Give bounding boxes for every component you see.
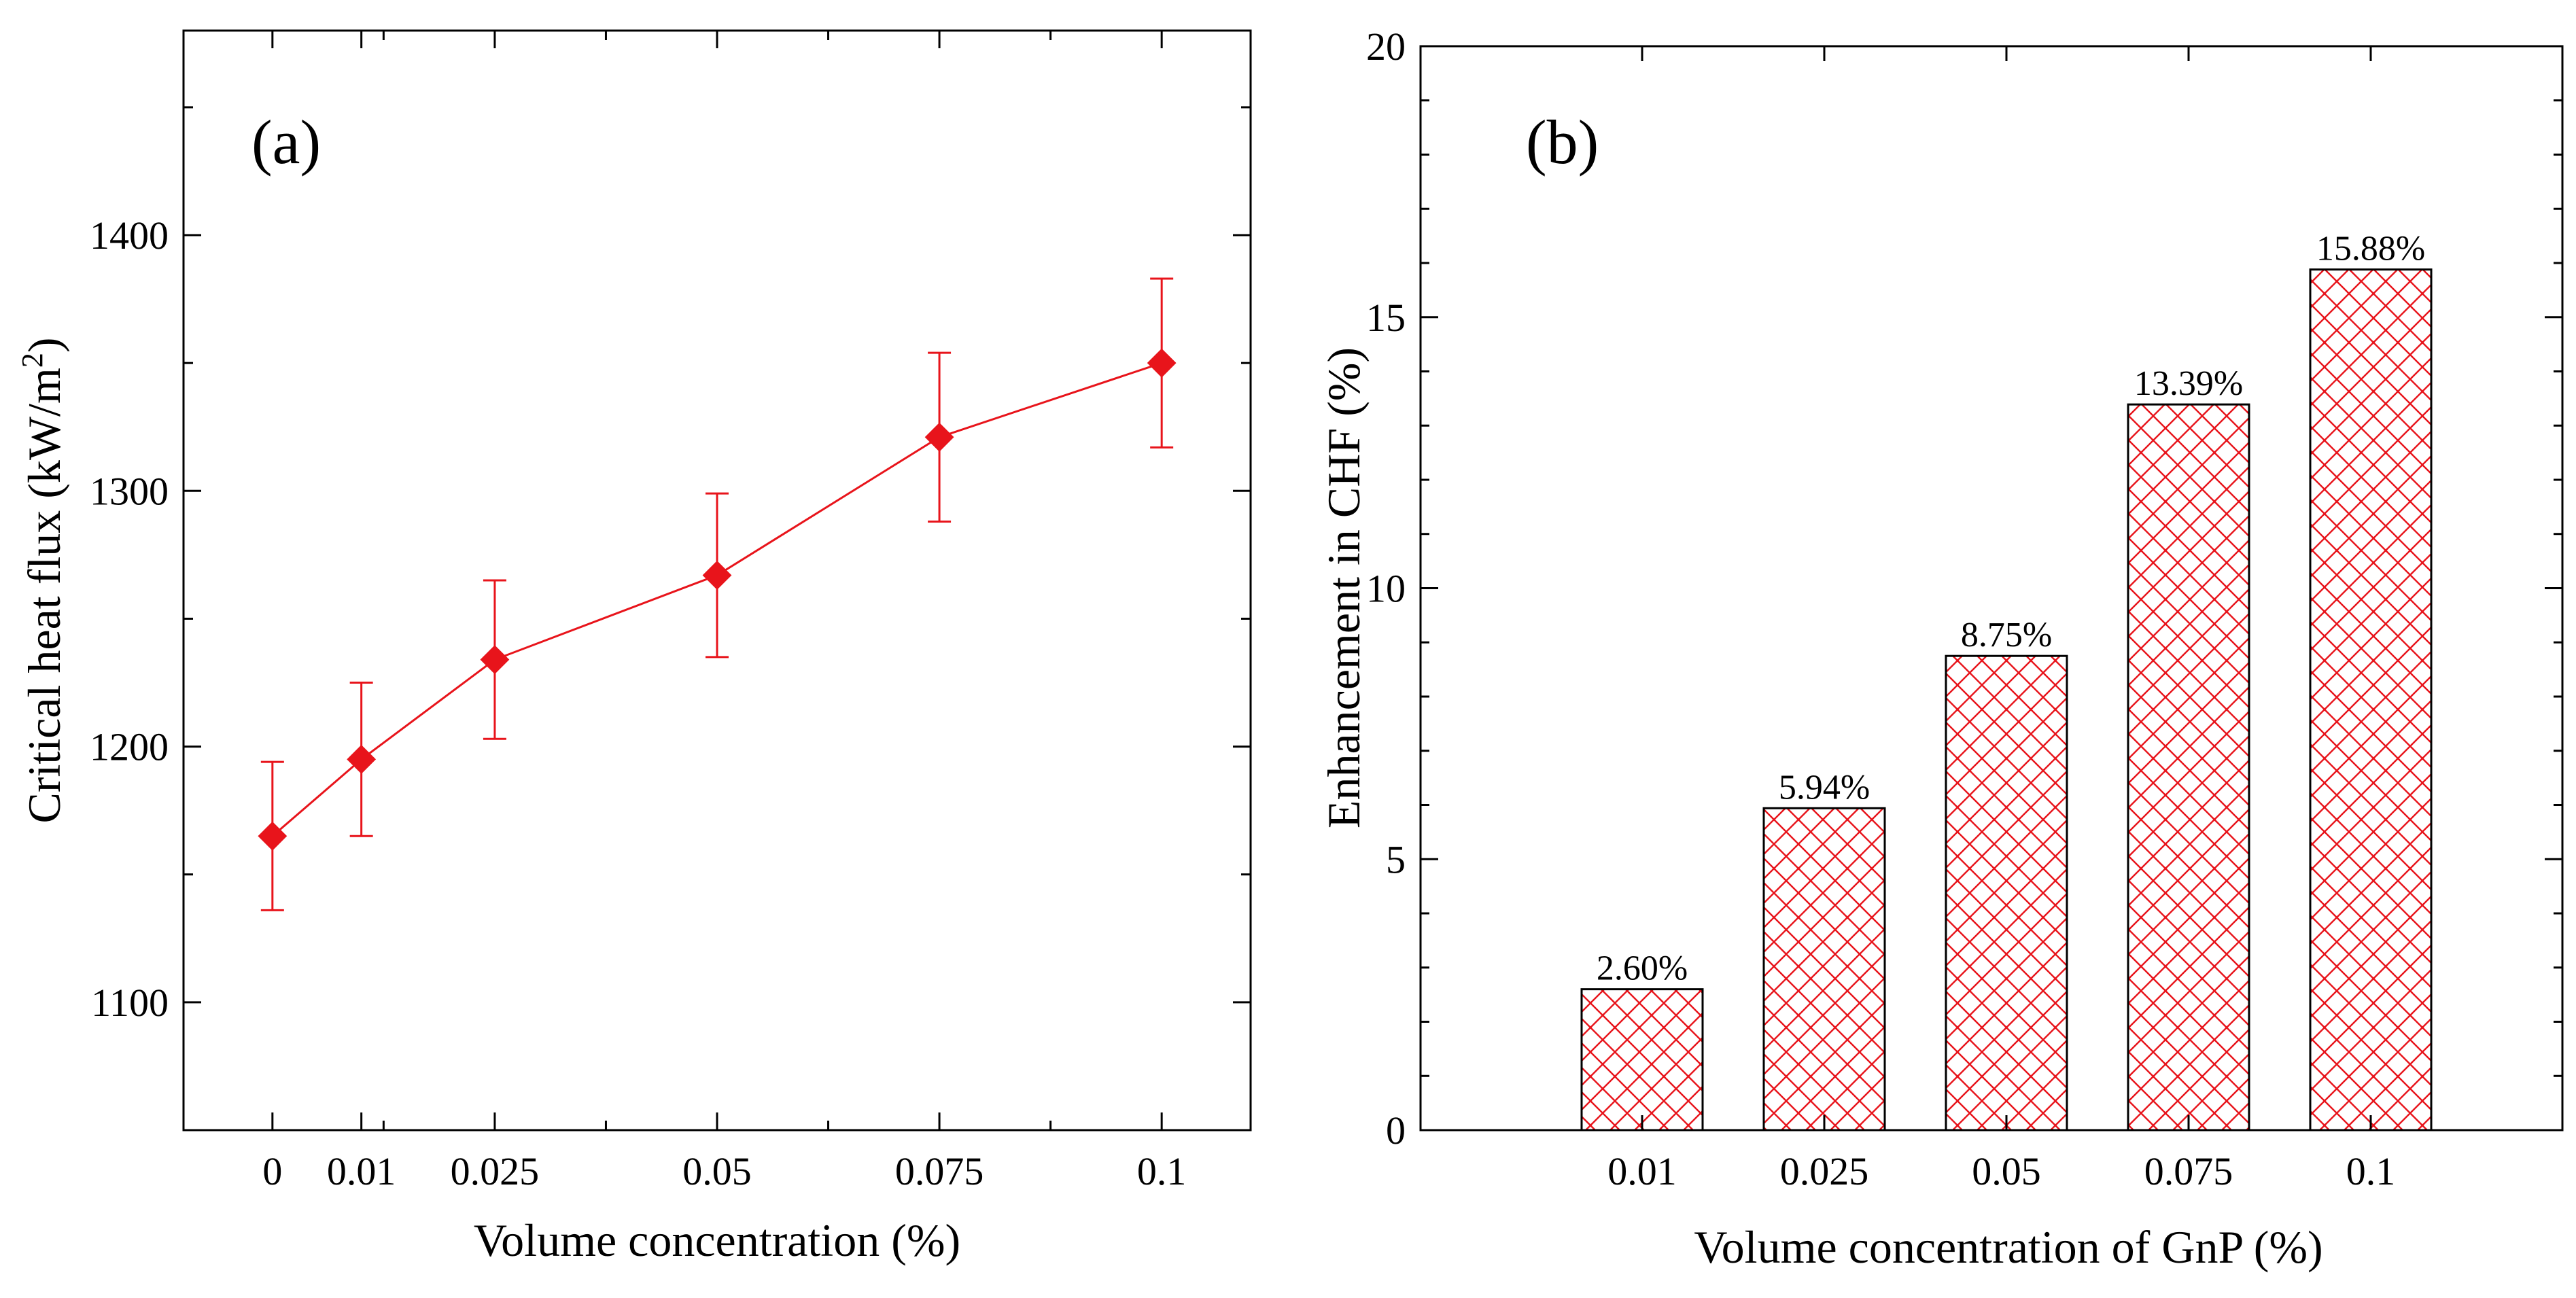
chart-a-x-axis-title: Volume concentration (%) bbox=[474, 1214, 960, 1266]
chart-a-series bbox=[258, 277, 1177, 911]
chart-b-x-tick-label: 0.1 bbox=[2346, 1149, 2396, 1193]
chart-b-y-tick-label: 0 bbox=[1386, 1108, 1406, 1153]
chart-b-y-tick-label: 5 bbox=[1386, 837, 1406, 881]
chart-a-data-point bbox=[702, 561, 732, 590]
chart-b-x-tick-label: 0.01 bbox=[1607, 1149, 1677, 1193]
chart-b-y-axis-title: Enhancement in CHF (%) bbox=[1318, 347, 1370, 828]
chart-b-data-label: 8.75% bbox=[1961, 616, 2052, 654]
chart-a-y-axis-title: Critical heat flux (kW/m2) bbox=[16, 338, 70, 824]
chart-a-y-tick-label: 1200 bbox=[90, 725, 169, 769]
chart-b-bar bbox=[1762, 807, 1886, 1132]
chart-a-x-tick-label: 0.1 bbox=[1137, 1149, 1187, 1193]
chart-b-bar bbox=[1945, 654, 2068, 1132]
chart-b-data-label: 5.94% bbox=[1779, 768, 1870, 807]
chart-a-x-tick-label: 0.075 bbox=[895, 1149, 984, 1193]
chart-a-x-tick-label: 0.025 bbox=[451, 1149, 540, 1193]
chart-b-bars: 2.60% 5.94% 8.75% 13.39% 15.88% bbox=[1580, 230, 2433, 1132]
chart-a-y-tick-label: 1300 bbox=[90, 469, 169, 513]
chart-a-panel-label: (a) bbox=[251, 107, 321, 177]
chart-a: (a) 1100 1200 1300 1400 0 0.01 0.025 0.05 0.075 0… bbox=[16, 29, 1252, 1266]
chart-b-y-tick-label: 10 bbox=[1366, 567, 1406, 611]
chart-a-data-point bbox=[258, 821, 288, 851]
chart-a-data-point bbox=[480, 645, 510, 675]
chart-b-ticks: 0.01 0.025 0.05 0.075 0.1 0 5 10 15 20 bbox=[1366, 24, 2562, 1193]
chart-b-x-tick-label: 0.05 bbox=[1972, 1149, 2041, 1193]
chart-a-x-tick-label: 0.01 bbox=[327, 1149, 396, 1193]
chart-a-y-axis-title-superscript: 2 bbox=[16, 353, 49, 368]
chart-b-panel-label: (b) bbox=[1526, 107, 1599, 177]
chart-a-data-point bbox=[924, 422, 954, 452]
chart-a-y-tick-label: 1400 bbox=[90, 213, 169, 258]
chart-a-y-axis-title-main: Critical heat flux (kW/m bbox=[18, 368, 70, 823]
chart-b-data-label: 13.39% bbox=[2134, 364, 2243, 403]
chart-b-x-tick-label: 0.025 bbox=[1780, 1149, 1869, 1193]
chart-b-y-tick-label: 15 bbox=[1366, 296, 1406, 340]
chart-b-data-label: 15.88% bbox=[2316, 230, 2425, 268]
chart-b-x-axis-title: Volume concentration of GnP (%) bbox=[1694, 1221, 2322, 1273]
chart-b-bar bbox=[1580, 988, 1704, 1132]
chart-a-x-tick-label: 0.05 bbox=[682, 1149, 752, 1193]
chart-b-bar bbox=[2309, 268, 2433, 1132]
chart-a-y-axis-title-end: ) bbox=[18, 338, 70, 353]
chart-a-series-line bbox=[271, 362, 1162, 837]
chart-a-y-tick-label: 1100 bbox=[91, 981, 169, 1025]
chart-a-ticks: 1100 1200 1300 1400 0 0.01 0.025 0.05 0.075 0.1 bbox=[90, 31, 1251, 1193]
chart-b-x-tick-label: 0.075 bbox=[2144, 1149, 2233, 1193]
chart-a-data-point bbox=[347, 744, 377, 774]
chart-b: (b) 2.60% 5.94% 8.75% 13.39% 15.88% 0.01 0.02… bbox=[1318, 24, 2564, 1273]
chart-b-data-label: 2.60% bbox=[1597, 949, 1688, 988]
chart-a-x-tick-label: 0 bbox=[262, 1149, 282, 1193]
chart-a-data-point bbox=[1147, 348, 1177, 378]
chart-b-bar bbox=[2127, 403, 2250, 1132]
chart-b-y-tick-label: 20 bbox=[1366, 24, 1406, 69]
